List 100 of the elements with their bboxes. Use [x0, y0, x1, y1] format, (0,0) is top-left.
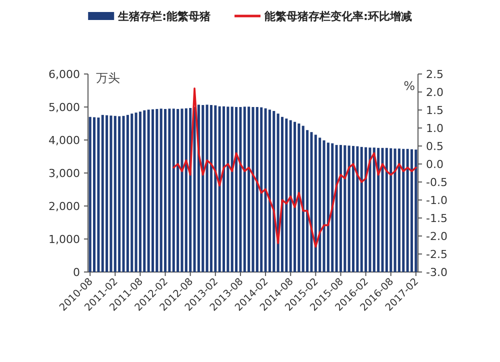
y2-tick-label: -2.5	[426, 248, 448, 261]
y2-tick-label: 1.5	[426, 104, 444, 117]
bar	[414, 150, 418, 272]
bar	[180, 108, 184, 272]
bar	[394, 148, 396, 272]
y-tick-label: 2,000	[48, 200, 80, 213]
bar	[280, 116, 284, 272]
bar	[156, 108, 158, 272]
bar	[151, 109, 154, 272]
bar	[210, 105, 212, 272]
y2-tick-label: -0.5	[426, 176, 448, 189]
bar	[114, 116, 116, 272]
y2-tick-label: -1.5	[426, 212, 448, 225]
bar	[202, 105, 204, 272]
bar	[147, 110, 150, 272]
bar	[235, 107, 238, 272]
bar	[239, 107, 242, 272]
bar	[268, 110, 271, 272]
bar	[377, 148, 380, 272]
bar	[214, 105, 217, 272]
y2-axis-title: %	[404, 79, 415, 93]
bar	[243, 106, 246, 272]
bar	[93, 117, 96, 272]
bar	[381, 148, 384, 272]
y2-tick-label: 2.0	[426, 86, 444, 99]
bar	[172, 108, 175, 272]
bar	[390, 148, 392, 272]
bar	[368, 148, 372, 272]
y-tick-label: 0	[73, 266, 80, 279]
bar	[322, 140, 326, 272]
bar	[184, 108, 188, 272]
bar	[302, 126, 304, 272]
y-axis-title: 万头	[96, 71, 120, 85]
bar	[318, 138, 322, 272]
y2-tick-label: 1.0	[426, 122, 444, 135]
bar	[360, 146, 363, 272]
bar	[310, 132, 313, 272]
bar	[314, 134, 317, 272]
bar	[260, 107, 263, 272]
bar	[248, 106, 250, 272]
bar	[106, 115, 108, 272]
bar	[168, 108, 171, 272]
bar	[410, 149, 413, 272]
y-tick-label: 1,000	[48, 233, 80, 246]
y-tick-label: 5,000	[48, 101, 80, 114]
bar	[206, 104, 208, 272]
bar	[130, 114, 134, 272]
y-tick-label: 3,000	[48, 167, 80, 180]
bar	[118, 116, 121, 272]
bar	[364, 147, 368, 272]
bar	[226, 106, 230, 272]
bar	[134, 112, 138, 272]
bar	[356, 146, 359, 272]
legend-label: 生猪存栏:能繁母猪	[117, 10, 210, 23]
y-tick-label: 6,000	[48, 68, 80, 81]
bar	[289, 120, 292, 272]
bar	[264, 108, 267, 272]
bar	[331, 143, 334, 272]
bar	[372, 148, 376, 272]
bar	[298, 124, 300, 272]
bar	[164, 108, 167, 272]
bar	[138, 112, 142, 272]
bar	[335, 144, 338, 272]
bar	[294, 122, 296, 272]
y2-tick-label: -3.0	[426, 266, 448, 279]
y2-tick-label: -1.0	[426, 194, 448, 207]
bar	[230, 106, 234, 272]
bar	[256, 107, 258, 272]
bar	[285, 118, 288, 272]
legend-label: 能繁母猪存栏变化率:环比增减	[264, 10, 412, 23]
y2-tick-label: 0.0	[426, 158, 444, 171]
bar	[272, 110, 276, 272]
bar	[326, 142, 330, 272]
bar	[306, 130, 309, 272]
bar	[101, 114, 104, 272]
bar	[252, 107, 254, 272]
y2-tick-label: -2.0	[426, 230, 448, 243]
y-tick-label: 4,000	[48, 134, 80, 147]
y2-tick-label: 0.5	[426, 140, 444, 153]
bar	[126, 114, 129, 272]
bar	[406, 148, 409, 272]
bar	[222, 106, 226, 272]
y2-tick-label: 2.5	[426, 68, 444, 81]
bar	[97, 118, 100, 272]
bar	[344, 145, 346, 272]
bar	[348, 146, 350, 272]
bar	[352, 146, 355, 272]
bar	[143, 110, 146, 272]
bar	[193, 107, 196, 272]
bar	[88, 116, 92, 272]
bar	[339, 144, 342, 272]
bar	[110, 116, 112, 272]
bar	[176, 108, 180, 272]
bar	[385, 148, 388, 272]
bar	[160, 108, 162, 272]
bar	[276, 114, 280, 272]
bar	[398, 148, 400, 272]
bar	[218, 106, 221, 272]
bar	[122, 116, 125, 272]
bar	[402, 148, 405, 272]
